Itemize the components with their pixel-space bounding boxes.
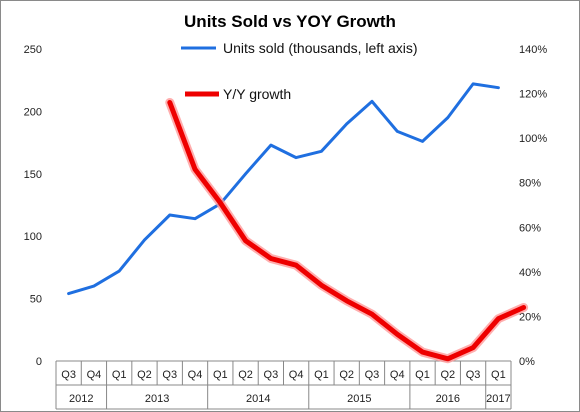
units-sold-point: [168, 213, 171, 217]
quarter-tick-label: Q4: [289, 369, 304, 381]
growth-line: [167, 100, 527, 362]
units-sold-point: [269, 143, 273, 147]
units-sold-point: [67, 292, 70, 295]
quarter-tick-label: Q4: [188, 369, 203, 381]
right-tick-label: 120%: [519, 89, 547, 101]
growth-point: [193, 168, 197, 171]
quarter-tick-label: Q2: [440, 369, 455, 381]
growth-point: [320, 284, 323, 287]
units-sold-point: [497, 86, 500, 89]
right-tick-label: 20%: [519, 311, 541, 323]
legend-label-units: Units sold (thousands, left axis): [223, 40, 418, 56]
units-sold-point: [320, 150, 323, 153]
units-sold-point: [471, 82, 475, 86]
quarter-tick-label: Q3: [466, 369, 481, 381]
right-tick-label: 140%: [519, 44, 547, 56]
legend-label-growth: Y/Y growth: [223, 86, 291, 102]
growth-point: [446, 357, 450, 360]
left-tick-label: 0: [36, 356, 42, 368]
right-axis-ticks: 0% 20% 40% 60% 80% 100% 120% 140%: [519, 44, 547, 368]
quarter-tick-label: Q2: [238, 369, 253, 381]
quarter-tick-label: Q2: [339, 369, 354, 381]
year-tick-label: 2012: [69, 393, 93, 405]
left-tick-label: 200: [24, 106, 42, 118]
year-tick-label: 2015: [347, 393, 371, 405]
growth-point: [345, 299, 348, 303]
left-tick-label: 250: [24, 44, 42, 56]
right-tick-label: 100%: [519, 133, 547, 145]
units-sold-point: [92, 284, 96, 288]
quarter-tick-label: Q1: [112, 369, 127, 381]
quarter-tick-label: Q3: [162, 369, 177, 381]
year-tick-label: 2017: [486, 393, 510, 405]
legend: Units sold (thousands, left axis) Y/Y gr…: [181, 40, 418, 102]
series-layer: [67, 82, 529, 364]
units-sold-point: [345, 122, 348, 126]
quarter-tick-label: Q1: [314, 369, 329, 381]
units-sold-point: [294, 156, 298, 159]
quarter-tick-label: Q3: [264, 369, 279, 381]
chart-title: Units Sold vs YOY Growth: [184, 12, 396, 31]
quarter-tick-label: Q3: [61, 369, 76, 381]
growth-point: [219, 201, 222, 204]
left-tick-label: 100: [24, 231, 42, 243]
quarter-tick-label: Q4: [87, 369, 102, 381]
growth-point: [396, 333, 399, 336]
quarter-tick-label: Q1: [213, 369, 228, 381]
quarter-tick-label: Q1: [491, 369, 506, 381]
growth-point: [294, 263, 298, 267]
right-tick-label: 40%: [519, 267, 541, 279]
growth-point: [269, 257, 273, 260]
quarter-tick-label: Q4: [390, 369, 405, 381]
year-tick-label: 2013: [145, 393, 169, 405]
left-tick-label: 50: [30, 294, 42, 306]
units-sold-point: [193, 217, 197, 220]
growth-point: [471, 346, 475, 349]
growth-point: [370, 313, 374, 316]
quarter-tick-label: Q3: [365, 369, 380, 381]
units-sold-point: [396, 130, 399, 133]
x-axis: Q3 Q4 Q1 Q2 Q3 Q4 Q1 Q2 Q3 Q4 Q1 Q2 Q3 Q4 Q1 Q2 Q3 Q1 2012…: [55, 360, 512, 410]
units-sold-point: [421, 140, 424, 143]
growth-point: [497, 317, 500, 320]
year-tick-label: 2014: [246, 393, 270, 405]
units-sold-point: [244, 172, 247, 175]
right-tick-label: 0%: [519, 356, 535, 368]
quarter-tick-label: Q1: [415, 369, 430, 381]
growth-point: [244, 239, 247, 242]
right-tick-label: 60%: [519, 222, 541, 234]
units-sold-point: [117, 269, 121, 273]
right-tick-label: 80%: [519, 178, 541, 190]
year-tick-label: 2016: [436, 393, 460, 405]
left-axis-ticks: 0 50 100 150 200 250: [24, 44, 42, 368]
growth-point: [421, 350, 424, 354]
units-sold-point: [446, 116, 450, 119]
units-sold-point: [370, 100, 374, 103]
quarter-tick-label: Q2: [137, 369, 152, 381]
growth-point: [168, 101, 171, 104]
units-sold-point: [143, 238, 146, 242]
units-sold-line: [67, 82, 500, 296]
growth-point: [522, 306, 525, 309]
growth-line-glow: [165, 98, 529, 364]
left-tick-label: 150: [24, 169, 42, 181]
